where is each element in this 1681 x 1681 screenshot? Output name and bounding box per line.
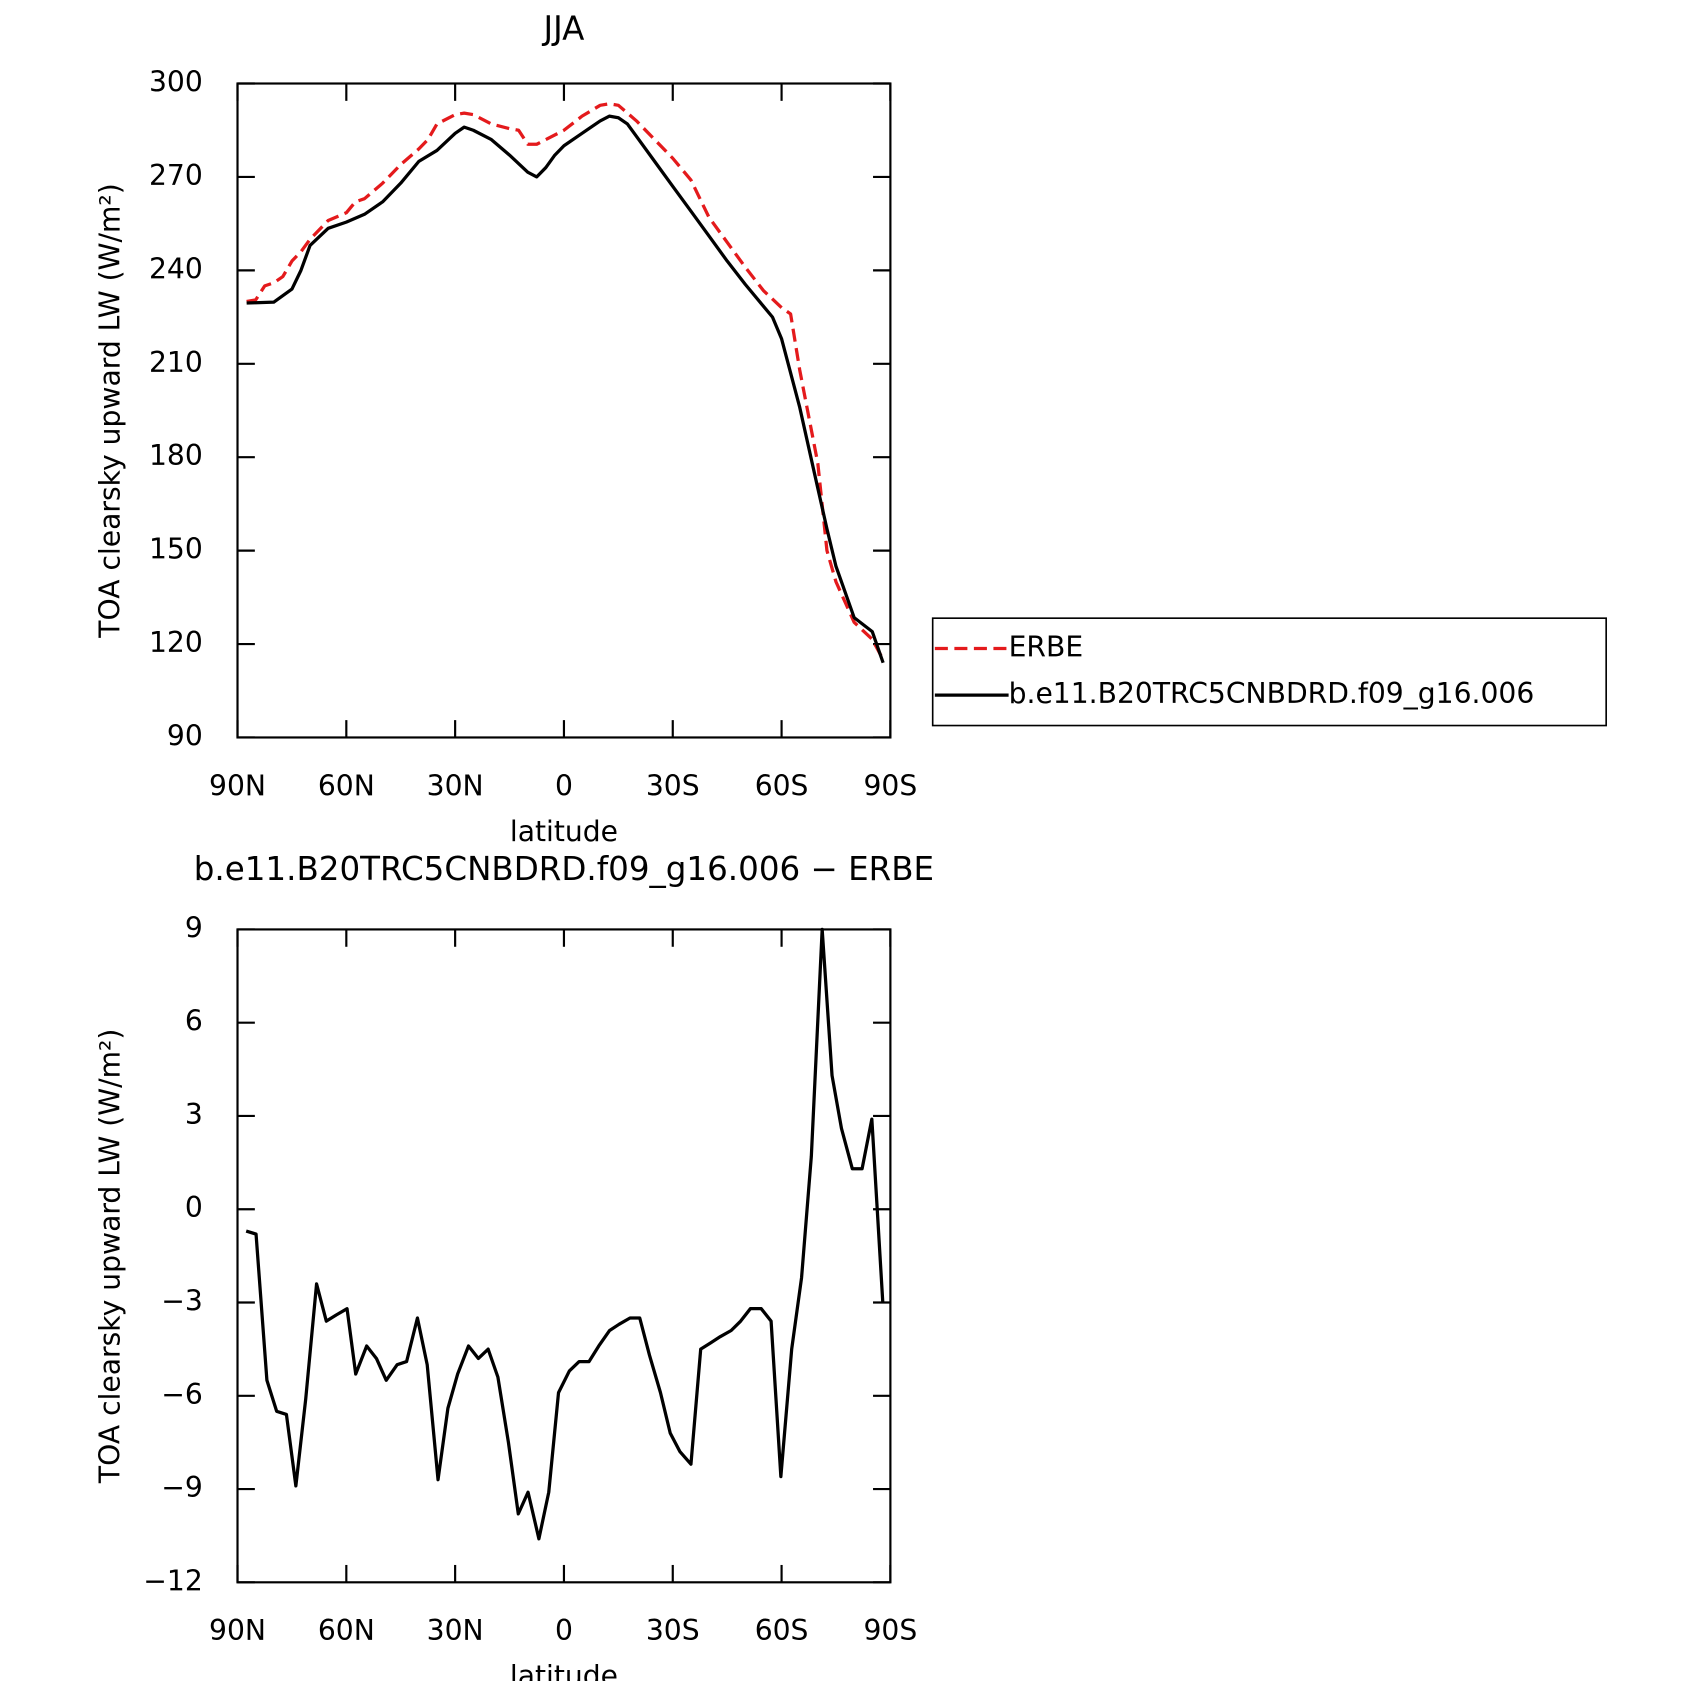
data-line xyxy=(245,927,885,1541)
y-tick-label: 270 xyxy=(149,159,203,192)
x-tick-label: 30S xyxy=(646,1614,700,1647)
y-tick-label: 240 xyxy=(149,252,203,285)
x-tick-label: 60N xyxy=(318,1614,375,1647)
y-tick-label: 6 xyxy=(185,1005,203,1038)
x-tick-label: 90N xyxy=(209,1614,266,1647)
x-tick-label: 60S xyxy=(755,1614,809,1647)
plot-frame xyxy=(236,82,892,739)
y-tick-label: 210 xyxy=(149,346,203,379)
legend-box xyxy=(931,617,1607,727)
x-tick-label: 60N xyxy=(318,769,375,802)
chart-title: b.e11.B20TRC5CNBDRD.f09_g16.006 − ERBE xyxy=(194,850,934,888)
y-tick-label: 90 xyxy=(167,719,203,752)
y-tick-label: 9 xyxy=(185,911,203,944)
y-tick-label: 0 xyxy=(185,1191,203,1224)
x-axis-label: latitude xyxy=(510,815,618,848)
y-tick-label: −9 xyxy=(161,1471,203,1504)
x-tick-label: 0 xyxy=(555,769,573,802)
y-tick-label: 3 xyxy=(185,1098,203,1131)
y-tick-label: 300 xyxy=(149,66,203,99)
data-line xyxy=(246,114,885,664)
x-tick-label: 90S xyxy=(864,1614,918,1647)
y-tick-label: −12 xyxy=(143,1564,203,1597)
legend-label: b.e11.B20TRC5CNBDRD.f09_g16.006 xyxy=(1009,677,1535,710)
x-tick-label: 30N xyxy=(427,1614,484,1647)
data-line xyxy=(246,102,885,661)
y-tick-label: −6 xyxy=(161,1378,203,1411)
plot-frame xyxy=(236,928,892,1584)
x-tick-label: 90N xyxy=(209,769,266,802)
y-tick-label: −3 xyxy=(161,1285,203,1318)
y-tick-label: 150 xyxy=(149,533,203,566)
x-tick-label: 90S xyxy=(864,769,918,802)
x-tick-label: 60S xyxy=(755,769,809,802)
x-tick-label: 0 xyxy=(555,1614,573,1647)
x-axis-label: latitude xyxy=(510,1660,618,1681)
chart-title: JJA xyxy=(542,9,585,47)
y-tick-label: 180 xyxy=(149,439,203,472)
x-tick-label: 30S xyxy=(646,769,700,802)
legend-label: ERBE xyxy=(1009,631,1084,664)
y-axis-label: TOA clearsky upward LW (W/m²) xyxy=(94,1029,127,1484)
y-tick-label: 120 xyxy=(149,626,203,659)
x-tick-label: 30N xyxy=(427,769,484,802)
y-axis-label: TOA clearsky upward LW (W/m²) xyxy=(94,183,127,638)
